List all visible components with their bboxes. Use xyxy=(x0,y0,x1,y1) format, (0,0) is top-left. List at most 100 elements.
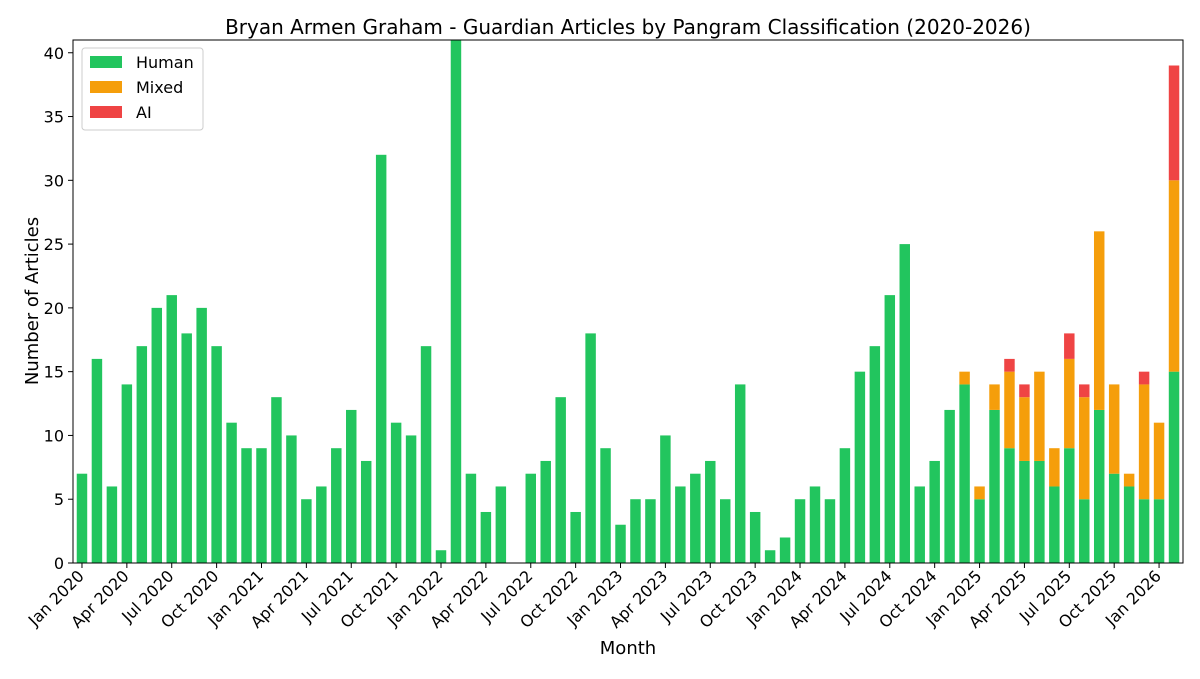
plot-frame xyxy=(72,39,1184,564)
bar-mixed-2025-11 xyxy=(1123,473,1135,487)
bar-mixed-2025-01 xyxy=(974,486,985,500)
bar-ai-2026-02 xyxy=(1168,65,1180,181)
bar-human-2024-06 xyxy=(869,346,881,563)
bar-human-2022-03 xyxy=(465,473,477,563)
bar-ai-2025-03 xyxy=(1004,358,1015,372)
bar-human-2022-11 xyxy=(585,333,596,563)
bar-human-2020-03 xyxy=(106,486,118,563)
bar-human-2025-03 xyxy=(1004,448,1015,563)
bar-human-2025-09 xyxy=(1093,409,1105,563)
y-tick-label: 10 xyxy=(44,426,64,445)
bar-ai-2025-07 xyxy=(1064,333,1075,359)
bar-human-2021-06 xyxy=(331,448,342,563)
bar-human-2026-02 xyxy=(1168,371,1180,563)
bar-human-2020-08 xyxy=(181,333,192,563)
bar-mixed-2025-09 xyxy=(1093,231,1105,410)
bar-human-2022-12 xyxy=(600,448,611,563)
bar-human-2023-05 xyxy=(675,486,686,563)
bar-human-2023-06 xyxy=(690,473,701,563)
bar-human-2024-04 xyxy=(839,448,851,563)
legend-label-ai: AI xyxy=(136,103,152,122)
legend-swatch-ai xyxy=(90,106,122,118)
bar-human-2022-10 xyxy=(570,511,581,563)
bar-human-2025-06 xyxy=(1049,486,1060,563)
bar-human-2022-07 xyxy=(525,473,536,563)
y-tick-label: 5 xyxy=(54,490,64,509)
bar-human-2023-07 xyxy=(705,460,716,563)
chart-title: Bryan Armen Graham - Guardian Articles b… xyxy=(225,15,1031,39)
bar-human-2023-11 xyxy=(764,550,776,563)
bar-human-2024-11 xyxy=(944,409,955,563)
bar-human-2024-09 xyxy=(914,486,925,563)
bar-human-2023-10 xyxy=(749,511,761,563)
bar-human-2021-08 xyxy=(360,460,372,563)
bar-human-2023-09 xyxy=(734,384,746,563)
bar-human-2023-02 xyxy=(630,499,641,563)
bar-human-2021-05 xyxy=(316,486,327,563)
bar-human-2025-12 xyxy=(1138,499,1150,563)
bar-mixed-2026-01 xyxy=(1153,422,1165,500)
bar-human-2023-03 xyxy=(645,499,656,563)
bar-human-2020-06 xyxy=(151,307,163,563)
bar-human-2020-01 xyxy=(76,473,88,563)
y-tick-label: 40 xyxy=(44,44,64,63)
bar-human-2021-11 xyxy=(405,435,417,563)
bar-human-2022-08 xyxy=(540,460,551,563)
bar-human-2023-08 xyxy=(720,499,731,563)
bar-human-2022-02 xyxy=(450,40,462,563)
bar-ai-2025-08 xyxy=(1079,384,1090,398)
bar-human-2020-10 xyxy=(211,346,222,563)
legend-swatch-mixed xyxy=(90,81,122,93)
bar-human-2022-01 xyxy=(435,550,447,563)
bar-human-2021-09 xyxy=(375,154,387,563)
bar-human-2025-11 xyxy=(1123,486,1135,563)
bar-human-2026-01 xyxy=(1153,499,1165,563)
legend: Human Mixed AI xyxy=(81,47,204,131)
y-tick-label: 20 xyxy=(44,299,64,318)
bar-human-2021-01 xyxy=(256,448,267,563)
bars-layer xyxy=(76,40,1180,563)
y-tick-label: 25 xyxy=(44,235,64,254)
bar-human-2023-12 xyxy=(779,537,791,563)
bar-human-2024-08 xyxy=(899,244,910,563)
legend-label-mixed: Mixed xyxy=(136,78,183,97)
bar-human-2021-12 xyxy=(420,346,432,563)
bar-human-2020-04 xyxy=(121,384,133,563)
y-tick-label: 30 xyxy=(44,171,64,190)
bar-human-2024-07 xyxy=(884,295,896,563)
bar-mixed-2025-10 xyxy=(1108,384,1120,474)
bar-human-2021-10 xyxy=(390,422,402,563)
bar-human-2021-07 xyxy=(346,409,357,563)
bar-human-2022-09 xyxy=(555,397,566,563)
x-axis-label: Month xyxy=(600,638,656,659)
bar-mixed-2025-02 xyxy=(989,384,1000,410)
bar-human-2020-07 xyxy=(166,295,177,563)
bar-human-2024-02 xyxy=(809,486,821,563)
bar-human-2025-02 xyxy=(989,409,1000,563)
bar-human-2025-05 xyxy=(1034,460,1045,563)
bar-human-2025-08 xyxy=(1079,499,1090,563)
bar-human-2023-04 xyxy=(660,435,671,563)
bar-ai-2025-04 xyxy=(1019,384,1030,398)
bar-human-2022-04 xyxy=(480,511,492,563)
bar-human-2025-10 xyxy=(1108,473,1120,563)
bar-human-2020-05 xyxy=(136,346,148,563)
bar-mixed-2025-06 xyxy=(1049,448,1060,487)
y-axis-label: Number of Articles xyxy=(22,217,43,385)
bar-human-2022-05 xyxy=(495,486,507,563)
bar-human-2024-12 xyxy=(959,384,970,563)
legend-swatch-human xyxy=(90,56,122,68)
bar-mixed-2025-12 xyxy=(1138,384,1150,500)
bar-human-2025-04 xyxy=(1019,460,1030,563)
bar-mixed-2025-03 xyxy=(1004,371,1015,449)
bar-human-2020-02 xyxy=(91,358,103,563)
bar-human-2021-02 xyxy=(271,397,282,563)
y-tick-label: 15 xyxy=(44,363,64,382)
bar-human-2021-03 xyxy=(286,435,297,563)
bar-mixed-2025-05 xyxy=(1034,371,1045,461)
y-tick-label: 35 xyxy=(44,108,64,127)
bar-mixed-2026-02 xyxy=(1168,180,1180,372)
bar-human-2024-03 xyxy=(824,499,836,563)
bar-ai-2025-12 xyxy=(1138,371,1150,385)
